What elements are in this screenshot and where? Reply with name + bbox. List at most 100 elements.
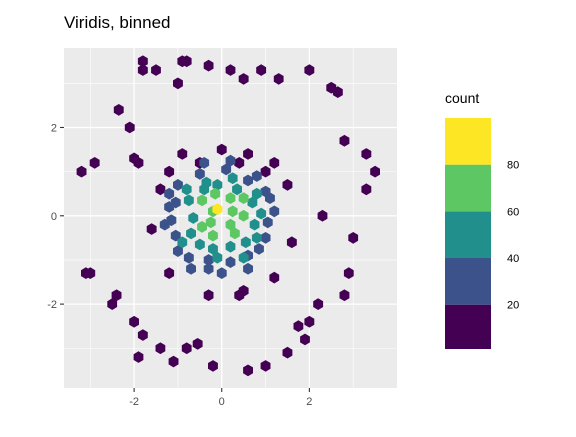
hexbin [247, 196, 258, 209]
hexbin [225, 240, 236, 253]
hexbin [183, 251, 194, 264]
hexbin [243, 174, 253, 187]
hexbin-layer [76, 55, 380, 377]
hexbin [243, 148, 253, 160]
hexbin [208, 243, 218, 255]
hexbin [232, 183, 242, 196]
hexbin [243, 262, 253, 275]
hexbin [199, 157, 210, 169]
hexbin [197, 194, 207, 207]
hexbin [256, 207, 267, 220]
hexbin [243, 364, 253, 377]
hexbin [225, 192, 236, 204]
hexbin [262, 216, 273, 229]
legend-break-label: 80 [507, 160, 519, 172]
hexbin [273, 73, 284, 85]
hexbin [225, 64, 236, 76]
hexbin [133, 157, 144, 169]
hexbin [183, 194, 194, 207]
hexbin [199, 183, 210, 196]
hexbin [332, 86, 343, 98]
hexbin [221, 163, 232, 176]
hexbin [348, 232, 359, 244]
hexbin [216, 267, 227, 279]
hexbin [194, 168, 205, 180]
hexbin [251, 232, 262, 244]
hexbin [339, 134, 350, 147]
hexbin [210, 187, 221, 200]
hexbin [227, 172, 238, 185]
hexbin [111, 289, 122, 302]
hexbin [76, 165, 87, 178]
hexbin [170, 229, 181, 242]
hexbin [107, 298, 118, 310]
hexbin [286, 236, 297, 249]
hexbin [177, 236, 188, 249]
hexbin [225, 218, 236, 231]
hexbin [260, 360, 271, 372]
hexbin [238, 251, 249, 264]
hexbin [212, 251, 223, 264]
hexbin [137, 55, 148, 68]
hexbin [216, 143, 227, 156]
hexbin [304, 315, 315, 328]
hexbin [203, 289, 214, 302]
legend-color-bin [445, 211, 491, 258]
hexbin [203, 59, 214, 72]
hexbin [197, 221, 207, 233]
hexbin [177, 148, 188, 160]
hexbin [155, 183, 166, 196]
hexbin [81, 267, 91, 279]
hexbin [89, 157, 100, 169]
hexbin [194, 238, 205, 251]
hexbin [186, 227, 196, 240]
legend-color-bin [445, 304, 491, 349]
hexbin [181, 183, 192, 196]
hexbin [370, 165, 380, 178]
hexbin [260, 232, 271, 244]
hexbin [203, 262, 214, 275]
hexbin [208, 229, 218, 242]
hexbin [300, 333, 310, 346]
hexbin [229, 227, 240, 240]
hexbin [339, 289, 350, 302]
legend-break-label: 20 [507, 300, 519, 312]
hexbin [282, 179, 293, 191]
hexbin [212, 203, 223, 215]
hexbin [146, 223, 157, 235]
legend-color-bin [445, 118, 491, 165]
legend-break-label: 40 [507, 253, 519, 265]
hexbin [256, 64, 267, 76]
legend-title: count [445, 90, 479, 106]
hexbin [124, 121, 135, 134]
hexbin [251, 187, 262, 200]
hexbin [260, 165, 271, 178]
hexbin [173, 245, 183, 257]
y-tick-label: 0 [51, 211, 57, 223]
hexbin [225, 256, 236, 268]
hexbin [251, 170, 262, 182]
hexbin [173, 77, 183, 90]
hexbin [238, 73, 249, 85]
hexbin [238, 209, 249, 222]
hexbin [188, 212, 199, 224]
hexbin [208, 360, 218, 372]
hexbin [173, 179, 183, 191]
hexbin [361, 183, 372, 196]
hexbin [225, 154, 236, 167]
hexbin [269, 271, 280, 284]
hexbin [282, 346, 293, 359]
hexbin [155, 342, 166, 355]
hexbin [164, 165, 175, 178]
hexbin [164, 187, 175, 200]
hexbin [113, 104, 124, 116]
hexbin [164, 267, 175, 279]
legend-color-bin [445, 164, 491, 212]
hexbin [249, 218, 260, 231]
hexbin [254, 243, 264, 255]
hexbin [269, 205, 280, 218]
hexbin [170, 196, 181, 209]
hexbin [313, 298, 324, 310]
hexbin [227, 205, 238, 218]
